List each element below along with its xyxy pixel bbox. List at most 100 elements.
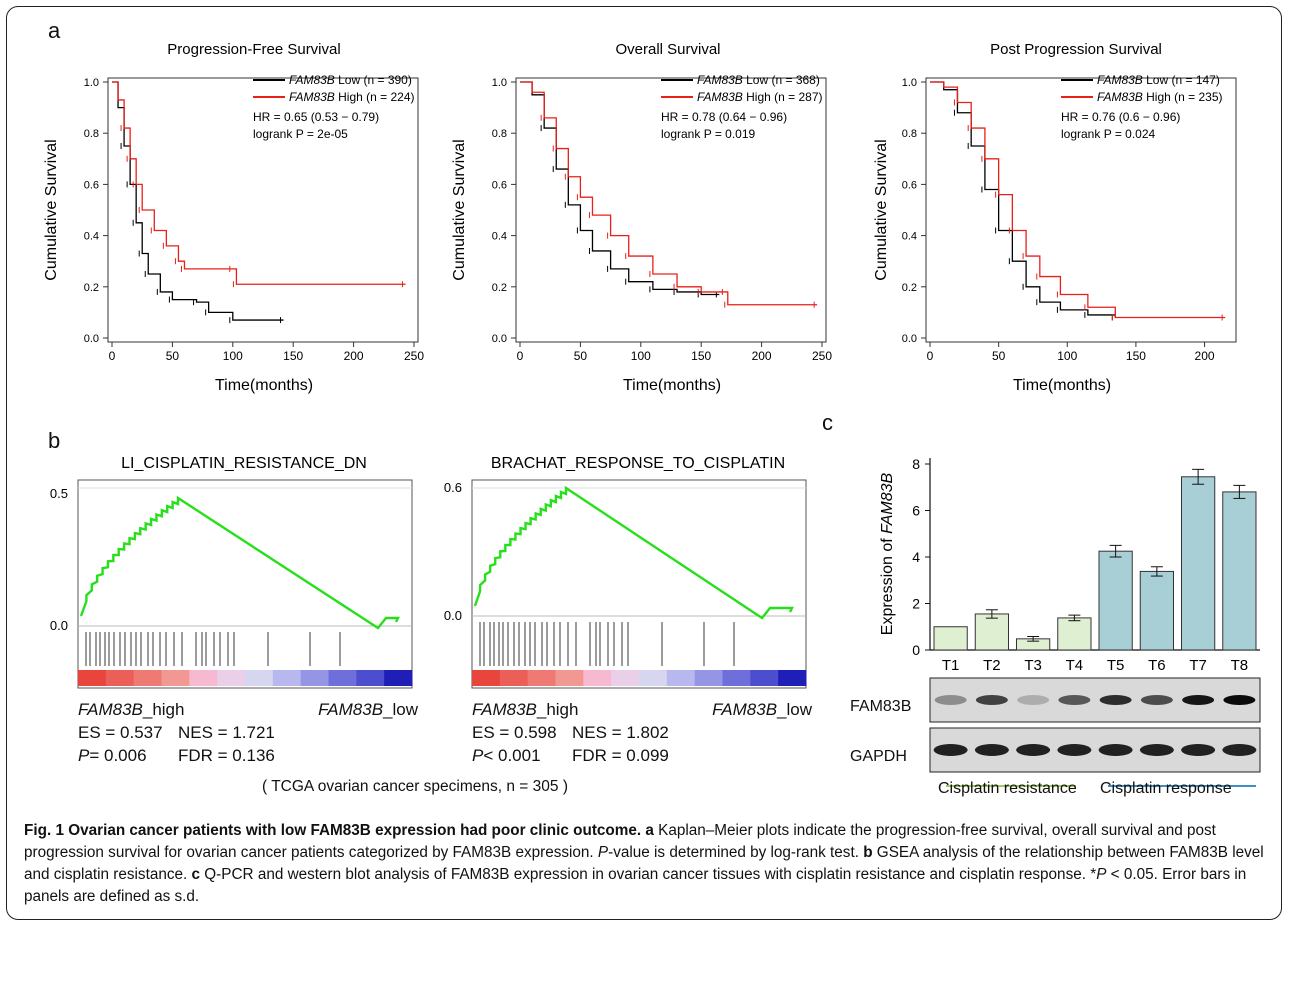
svg-text:FAM83B High (n = 224): FAM83B High (n = 224) — [289, 90, 415, 104]
caption-c-text: Q-PCR and western blot analysis of FAM83… — [200, 866, 1097, 883]
rank-gradient-cell — [694, 670, 723, 686]
bar — [1139, 570, 1174, 651]
km-title: Progression-Free Survival — [167, 41, 340, 58]
x-tick-label: 0 — [109, 349, 116, 363]
km-xlabel: Time(months) — [1013, 377, 1111, 394]
gsea-left-suffix: _high — [536, 700, 579, 719]
y-tick-label: 0.6 — [902, 179, 917, 191]
panel-b-gsea-plots: LI_CISPLATIN_RESISTANCE_DN 0.5 0.0 BRACH… — [50, 455, 807, 689]
caption-b-text: GSEA analysis of the relationship betwee… — [24, 844, 1264, 883]
x-tick-label: 200 — [752, 349, 772, 363]
y-tick-label: 0.4 — [902, 231, 917, 243]
bar-category-label: T1 — [942, 657, 960, 674]
caption-a-text2: -value is determined by log-rank test. — [608, 844, 859, 861]
y-tick-label: 0.4 — [84, 231, 99, 243]
gapdh-band — [1098, 744, 1133, 756]
bar-y-tick-label: 0 — [912, 642, 920, 658]
km-ylabel: Cumulative Survival — [43, 139, 60, 280]
bar-category-label: T8 — [1231, 657, 1249, 674]
rank-gradient-cell — [527, 670, 556, 686]
km-curve-low — [520, 81, 720, 296]
panel-letter-a: a — [48, 18, 61, 43]
rank-gradient-cell — [583, 670, 612, 686]
km-curve-high — [112, 81, 406, 285]
gsea-p-value: = 0.006 — [89, 746, 147, 765]
gsea-nes: NES = 1.721 — [178, 723, 275, 742]
rank-gradient-cell — [384, 670, 413, 686]
x-tick-label: 50 — [166, 349, 180, 363]
svg-text:FAM83B Low (n = 147): FAM83B Low (n = 147) — [1097, 73, 1220, 87]
caption-a-label: a — [641, 822, 654, 839]
hr-text: HR = 0.78 (0.64 − 0.96) — [661, 110, 787, 124]
gapdh-band — [974, 744, 1009, 756]
km-curve-low — [112, 81, 284, 321]
legend-gene: FAM83B — [697, 73, 743, 87]
km-ylabel: Cumulative Survival — [451, 139, 468, 280]
bar-y-tick-label: 4 — [912, 549, 920, 565]
caption-b-label: b — [858, 844, 873, 861]
svg-text:FAM83B Low (n = 390): FAM83B Low (n = 390) — [289, 73, 412, 87]
bar-y-tick-label: 2 — [912, 596, 920, 612]
bar-category-label: T5 — [1107, 657, 1125, 674]
panel-letter-c: c — [822, 410, 833, 435]
y-tick-label: 0.8 — [84, 128, 99, 140]
bar-category-label: T4 — [1066, 657, 1084, 674]
x-tick-label: 100 — [631, 349, 651, 363]
rank-gradient-cell — [555, 670, 584, 686]
gsea-p: P — [472, 746, 484, 765]
legend-high-text: High (n = 224) — [335, 90, 415, 104]
km-title: Overall Survival — [615, 41, 720, 58]
gsea-ytick: 0.0 — [444, 608, 462, 623]
x-tick-label: 250 — [812, 349, 832, 363]
bar-y-tick-label: 6 — [912, 503, 920, 519]
rank-gradient-cell — [778, 670, 807, 686]
bar-y-tick-label: 8 — [912, 456, 920, 472]
gsea-right-suffix: _low — [383, 700, 418, 719]
y-tick-label: 1.0 — [902, 77, 917, 89]
fam83b-band — [1140, 695, 1173, 705]
legend-low-text: Low (n = 147) — [1143, 73, 1220, 87]
x-tick-label: 150 — [283, 349, 303, 363]
bar — [1222, 491, 1257, 651]
rank-gradient-cell — [133, 670, 162, 686]
hr-text: HR = 0.65 (0.53 − 0.79) — [253, 110, 379, 124]
legend-high-text: High (n = 287) — [743, 90, 823, 104]
y-tick-label: 0.0 — [492, 333, 507, 345]
y-tick-label: 1.0 — [84, 77, 99, 89]
svg-text:FAM83B High (n = 235): FAM83B High (n = 235) — [1097, 90, 1223, 104]
x-tick-label: 150 — [1126, 349, 1146, 363]
km-title: Post Progression Survival — [990, 41, 1162, 58]
bar-ylabel-prefix: Expression of — [879, 534, 896, 635]
y-tick-label: 0.6 — [492, 179, 507, 191]
x-tick-label: 250 — [404, 349, 424, 363]
x-tick-label: 200 — [344, 349, 364, 363]
figure-caption: Fig. 1 Ovarian cancer patients with low … — [24, 820, 1269, 908]
gsea-p-value: < 0.001 — [483, 746, 541, 765]
km-ylabel: Cumulative Survival — [873, 139, 890, 280]
x-tick-label: 50 — [574, 349, 588, 363]
gsea-title: BRACHAT_RESPONSE_TO_CISPLATIN — [491, 455, 785, 472]
bar — [1098, 550, 1133, 651]
km-curve-high — [520, 81, 818, 306]
caption-c-text2: < 0.05. Error bars in panels are defined… — [24, 866, 1247, 905]
bar — [974, 613, 1009, 651]
es-curve — [473, 485, 794, 620]
y-tick-label: 0.0 — [902, 333, 917, 345]
rank-gradient-cell — [666, 670, 696, 686]
gsea-left-gene: FAM83B — [78, 700, 143, 719]
legend-gene: FAM83B — [289, 73, 335, 87]
gsea-left-suffix: _high — [142, 700, 185, 719]
rank-gradient-cell — [328, 670, 357, 686]
svg-text:FAM83B Low (n = 368): FAM83B Low (n = 368) — [697, 73, 820, 87]
gapdh-band — [1016, 744, 1051, 756]
blot-label-gapdh: GAPDH — [850, 748, 907, 765]
gsea-fdr: FDR = 0.099 — [572, 746, 669, 765]
caption-c-label: c — [187, 866, 201, 883]
rank-gradient-cell — [722, 670, 751, 686]
rank-gradient-cell — [300, 670, 329, 686]
gapdh-band — [933, 744, 968, 756]
fam83b-band — [1017, 695, 1050, 705]
gsea-stats-2: FAM83B_high FAM83B_low ES = 0.598 NES = 1… — [472, 698, 812, 767]
rank-gradient-cell — [161, 670, 190, 686]
gapdh-band — [1222, 744, 1257, 756]
